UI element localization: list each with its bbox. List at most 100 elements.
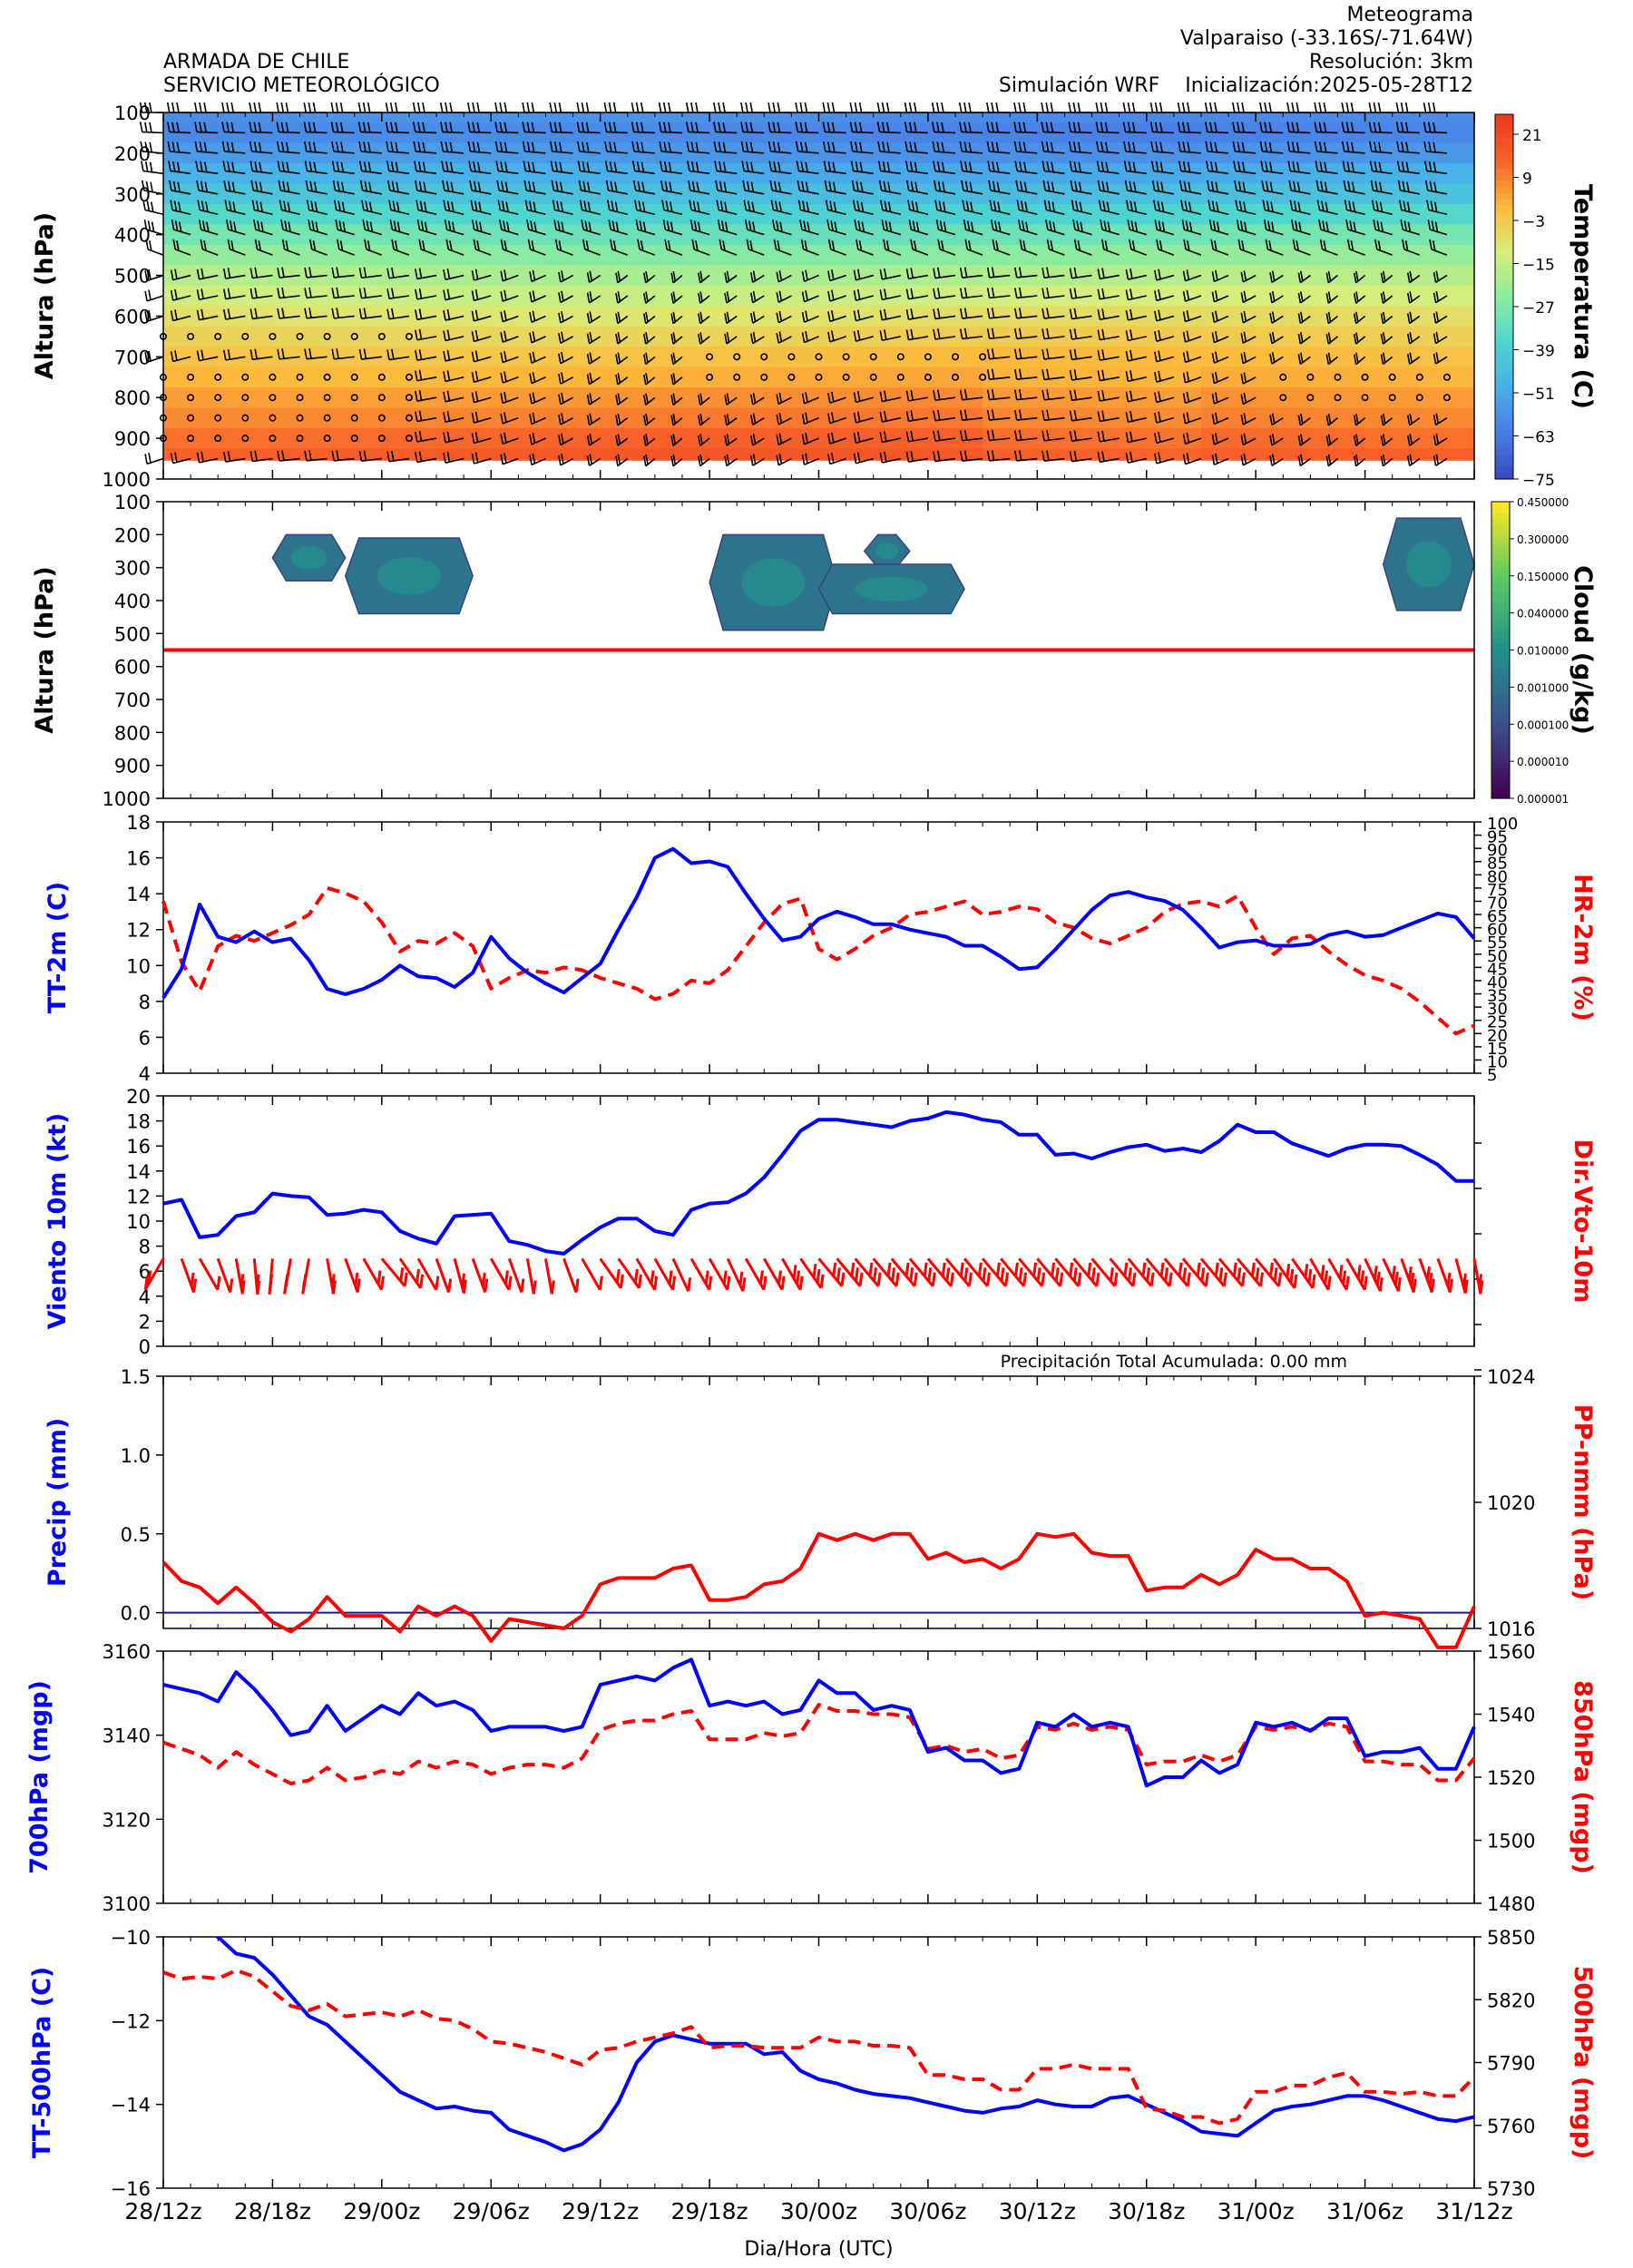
wind-barb-feather bbox=[1382, 434, 1386, 445]
wind-barb-feather bbox=[1243, 372, 1247, 383]
temperature-cell bbox=[709, 367, 765, 388]
wind-barb-feather bbox=[1369, 141, 1373, 152]
wind-barb bbox=[531, 376, 546, 385]
wind-barb bbox=[908, 416, 929, 423]
wind-direction-feather bbox=[1448, 1278, 1453, 1293]
colorbar-cell bbox=[1491, 502, 1510, 509]
wind-barb-feather bbox=[797, 200, 802, 210]
wind-barb-feather bbox=[778, 433, 783, 444]
wind-barb-feather bbox=[695, 102, 699, 113]
wind-barb-feather bbox=[1346, 239, 1351, 249]
colorbar-cell bbox=[1491, 519, 1510, 526]
calm-circle bbox=[952, 353, 960, 361]
wind-barb bbox=[777, 396, 792, 406]
wind-barb-feather bbox=[558, 353, 562, 364]
wind-barb bbox=[170, 170, 191, 175]
colorbar-cell bbox=[1491, 584, 1510, 591]
wind-direction-feather bbox=[1018, 1267, 1023, 1282]
wind-barb bbox=[882, 416, 901, 423]
wind-barb-feather bbox=[1433, 161, 1437, 172]
wind-barb bbox=[1344, 151, 1365, 154]
wind-barb-feather bbox=[1380, 272, 1384, 283]
wind-barb-feather bbox=[522, 102, 525, 113]
wind-barb-feather bbox=[805, 290, 808, 301]
calm-circle bbox=[896, 353, 905, 361]
wind-barb-feather bbox=[1374, 239, 1378, 249]
cloud-ylabel: Altura (hPa) bbox=[31, 566, 59, 733]
wind-barb-feather bbox=[1292, 161, 1296, 172]
x-tick-label: 29/12z bbox=[562, 2198, 639, 2224]
wind-barb-feather bbox=[523, 180, 528, 191]
temperature-cell bbox=[436, 387, 492, 409]
wind-direction-feather bbox=[1396, 1277, 1402, 1292]
wind-barb bbox=[1072, 190, 1092, 195]
temperature-cell bbox=[1091, 347, 1148, 368]
temperature-cell bbox=[381, 387, 437, 409]
colorbar-cell bbox=[1491, 531, 1510, 538]
y-tick-label: 12 bbox=[126, 920, 151, 942]
calm-circle bbox=[787, 353, 796, 361]
wind-barb-feather bbox=[166, 102, 171, 113]
temperature-cell bbox=[218, 285, 274, 307]
tt-2m-line bbox=[161, 846, 1476, 999]
wind-barb bbox=[1185, 315, 1202, 323]
wind-barb-feather bbox=[1018, 102, 1022, 113]
wind-direction-feather bbox=[1345, 1276, 1350, 1290]
wind-barb-feather bbox=[670, 272, 674, 283]
calm-circle bbox=[1306, 373, 1315, 381]
wind-barb-feather bbox=[367, 161, 372, 172]
temperature-cell bbox=[1091, 265, 1148, 287]
wind-direction-feather bbox=[598, 1276, 603, 1290]
temperature-cell bbox=[1364, 244, 1421, 266]
wind-barb-feather bbox=[1125, 371, 1129, 382]
wind-barb-feather bbox=[986, 102, 990, 113]
wind-barb bbox=[934, 416, 956, 422]
y-tick-label: 800 bbox=[114, 722, 151, 744]
calm-circle bbox=[187, 332, 195, 340]
temperature-cell bbox=[1200, 306, 1257, 327]
wind-barb-feather bbox=[1269, 161, 1273, 172]
wind-barb-feather bbox=[603, 102, 608, 113]
wind-barb-feather bbox=[424, 221, 428, 232]
wind-barb bbox=[200, 229, 219, 236]
y2-tick-label: 95 bbox=[1487, 828, 1508, 847]
wind-barb-feather bbox=[1155, 142, 1159, 152]
wind-barb-feather bbox=[386, 161, 390, 171]
y-tick-label: 3140 bbox=[103, 1725, 151, 1747]
wind-barb-feather bbox=[645, 311, 649, 322]
wind-barb-feather bbox=[1073, 409, 1078, 421]
temperature-cell bbox=[272, 163, 328, 185]
wind-direction-feather bbox=[1478, 1274, 1483, 1288]
wind-barb bbox=[617, 417, 629, 426]
wind-barb-feather bbox=[1073, 308, 1078, 319]
wind-barb-feather bbox=[1232, 122, 1236, 132]
wind-barb-feather bbox=[1406, 201, 1411, 212]
wind-barb-feather bbox=[988, 180, 992, 191]
wind-barb-feather bbox=[1131, 122, 1136, 133]
header-left: ARMADA DE CHILE SERVICIO METEOROLÓGICO bbox=[163, 51, 440, 98]
wind-barb-feather bbox=[1406, 292, 1411, 304]
wind-barb-feather bbox=[552, 200, 556, 210]
calm-circle bbox=[214, 414, 222, 422]
wind-barb bbox=[882, 274, 901, 280]
wind-barb-feather bbox=[196, 289, 200, 300]
wind-barb-feather bbox=[1378, 142, 1382, 152]
wind-barb-feather bbox=[1265, 239, 1269, 249]
temperature-cell bbox=[491, 142, 547, 164]
wind-direction-feather bbox=[780, 1276, 786, 1290]
wind-barb-feather bbox=[1240, 414, 1245, 425]
wind-barb-feather bbox=[1353, 415, 1357, 426]
wind-barb bbox=[311, 249, 328, 256]
wind-barb-feather bbox=[910, 451, 914, 462]
wind-barb-feather bbox=[853, 290, 857, 301]
wind-direction-barb bbox=[1400, 1257, 1415, 1294]
temperature-cell bbox=[600, 347, 656, 368]
wind-barb-feather bbox=[617, 311, 621, 322]
wind-barb-feather bbox=[529, 393, 533, 405]
wind-barb-feather bbox=[312, 102, 317, 113]
wind-barb-feather bbox=[1433, 122, 1436, 133]
wind-barb bbox=[474, 295, 492, 302]
wind-barb-feather bbox=[1400, 219, 1404, 230]
wind-barb-feather bbox=[772, 219, 776, 230]
wind-barb-feather bbox=[256, 200, 259, 211]
